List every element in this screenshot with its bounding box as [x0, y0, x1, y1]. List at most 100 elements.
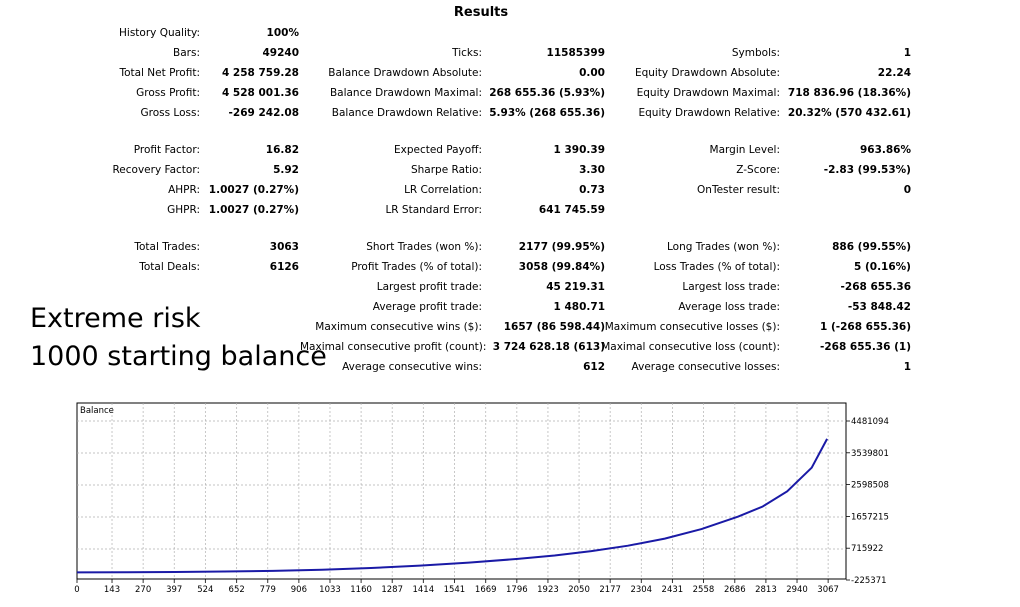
col2-label-12: Maximum consecutive wins ($):	[315, 321, 482, 333]
col3-value-9: -268 655.36	[840, 281, 911, 293]
col3-value-3: 20.32% (570 432.61)	[787, 107, 911, 119]
col3-label-9: Largest loss trade:	[682, 281, 780, 293]
x-tick-label-10: 1287	[381, 585, 403, 595]
x-tick-label-18: 2304	[630, 585, 652, 595]
col3-label-4: Margin Level:	[709, 144, 780, 156]
x-tick-label-17: 2177	[599, 585, 621, 595]
col3-value-8: 5 (0.16%)	[854, 261, 911, 273]
col2-value-6: 0.73	[579, 184, 605, 196]
col2-value-11: 1 480.71	[553, 301, 605, 313]
x-tick-label-7: 906	[291, 585, 307, 595]
col1-value-5: 16.82	[265, 144, 299, 156]
col3-label-6: OnTester result:	[697, 184, 780, 196]
x-tick-label-13: 1669	[475, 585, 497, 595]
col1-label-7: AHPR:	[168, 184, 200, 196]
balance-line	[76, 438, 828, 574]
chart-frame	[76, 402, 847, 580]
col2-value-4: 1 390.39	[553, 144, 605, 156]
col2-label-14: Average consecutive wins:	[342, 361, 482, 373]
col3-label-0: Symbols:	[731, 47, 780, 59]
x-tick-label-6: 779	[260, 585, 276, 595]
x-tick-label-24: 3067	[817, 585, 839, 595]
col2-value-3: 5.93% (268 655.36)	[489, 107, 605, 119]
col2-label-4: Expected Payoff:	[393, 144, 482, 156]
col1-label-8: GHPR:	[167, 204, 200, 216]
col3-label-5: Z-Score:	[736, 164, 780, 176]
col2-value-1: 0.00	[579, 67, 605, 79]
col1-label-0: History Quality:	[119, 27, 200, 39]
col3-label-7: Long Trades (won %):	[666, 241, 780, 253]
col3-label-8: Loss Trades (% of total):	[653, 261, 780, 273]
col2-value-5: 3.30	[579, 164, 605, 176]
x-tick-label-19: 2431	[662, 585, 684, 595]
x-tick-label-1: 143	[104, 585, 120, 595]
col2-value-0: 11585399	[546, 47, 605, 59]
col3-label-3: Equity Drawdown Relative:	[638, 107, 780, 119]
x-tick-label-23: 2940	[786, 585, 808, 595]
x-tick-label-22: 2813	[755, 585, 777, 595]
col2-label-7: LR Standard Error:	[385, 204, 482, 216]
x-tick-label-4: 524	[197, 585, 213, 595]
col3-value-1: 22.24	[877, 67, 911, 79]
col2-value-14: 612	[583, 361, 605, 373]
col3-label-2: Equity Drawdown Maximal:	[636, 87, 780, 99]
annotation-starting-balance: 1000 starting balance	[30, 341, 327, 372]
annotation-risk: Extreme risk	[30, 303, 201, 334]
y-tick-label-5: 4481094	[851, 417, 889, 427]
col3-value-5: -2.83 (99.53%)	[823, 164, 911, 176]
col2-value-13: 3 724 628.18 (613)	[492, 341, 605, 353]
x-tick-label-11: 1414	[412, 585, 434, 595]
col1-value-0: 100%	[266, 27, 299, 39]
x-tick-label-16: 2050	[568, 585, 590, 595]
col3-label-10: Average loss trade:	[678, 301, 780, 313]
col1-value-9: 3063	[269, 241, 299, 253]
y-tick-label-0: -225371	[851, 576, 887, 586]
col2-label-0: Ticks:	[452, 47, 482, 59]
col2-label-10: Largest profit trade:	[376, 281, 482, 293]
col1-value-6: 5.92	[273, 164, 299, 176]
col3-value-11: 1 (-268 655.36)	[819, 321, 911, 333]
x-tick-label-14: 1796	[506, 585, 528, 595]
col2-label-3: Balance Drawdown Relative:	[331, 107, 482, 119]
col1-label-3: Gross Profit:	[136, 87, 200, 99]
x-tick-label-12: 1541	[444, 585, 466, 595]
col1-value-3: 4 528 001.36	[221, 87, 299, 99]
col3-value-0: 1	[903, 47, 911, 59]
col2-label-1: Balance Drawdown Absolute:	[328, 67, 482, 79]
x-tick-label-2: 270	[135, 585, 151, 595]
col3-value-12: -268 655.36 (1)	[819, 341, 911, 353]
col3-label-12: Maximal consecutive loss (count):	[601, 341, 780, 353]
col3-value-7: 886 (99.55%)	[832, 241, 911, 253]
col2-value-10: 45 219.31	[546, 281, 605, 293]
x-tick-label-5: 652	[229, 585, 245, 595]
col3-label-13: Average consecutive losses:	[631, 361, 780, 373]
col1-value-10: 6126	[269, 261, 299, 273]
col1-label-1: Bars:	[173, 47, 200, 59]
col2-value-2: 268 655.36 (5.93%)	[489, 87, 605, 99]
col3-value-13: 1	[903, 361, 911, 373]
col1-label-4: Gross Loss:	[140, 107, 201, 119]
y-tick-label-4: 3539801	[851, 449, 889, 459]
col3-value-6: 0	[903, 184, 911, 196]
y-tick-label-2: 1657215	[851, 512, 889, 522]
col2-label-11: Average profit trade:	[372, 301, 482, 313]
results-title: Results	[453, 5, 509, 20]
col3-label-11: Maximum consecutive losses ($):	[604, 321, 780, 333]
col2-value-12: 1657 (86 598.44)	[503, 321, 605, 333]
col1-value-1: 49240	[262, 47, 299, 59]
x-tick-label-9: 1160	[350, 585, 372, 595]
x-tick-label-15: 1923	[537, 585, 559, 595]
y-tick-label-1: 715922	[851, 544, 883, 554]
col1-value-2: 4 258 759.28	[221, 67, 299, 79]
col1-value-4: -269 242.08	[228, 107, 299, 119]
x-tick-label-21: 2686	[724, 585, 746, 595]
col3-value-2: 718 836.96 (18.36%)	[787, 87, 911, 99]
x-tick-label-8: 1033	[319, 585, 341, 595]
col2-label-2: Balance Drawdown Maximal:	[329, 87, 482, 99]
col2-value-9: 3058 (99.84%)	[518, 261, 605, 273]
col2-label-8: Short Trades (won %):	[366, 241, 482, 253]
col1-label-10: Total Deals:	[139, 261, 200, 273]
col3-value-4: 963.86%	[859, 144, 911, 156]
col2-label-5: Sharpe Ratio:	[410, 164, 482, 176]
